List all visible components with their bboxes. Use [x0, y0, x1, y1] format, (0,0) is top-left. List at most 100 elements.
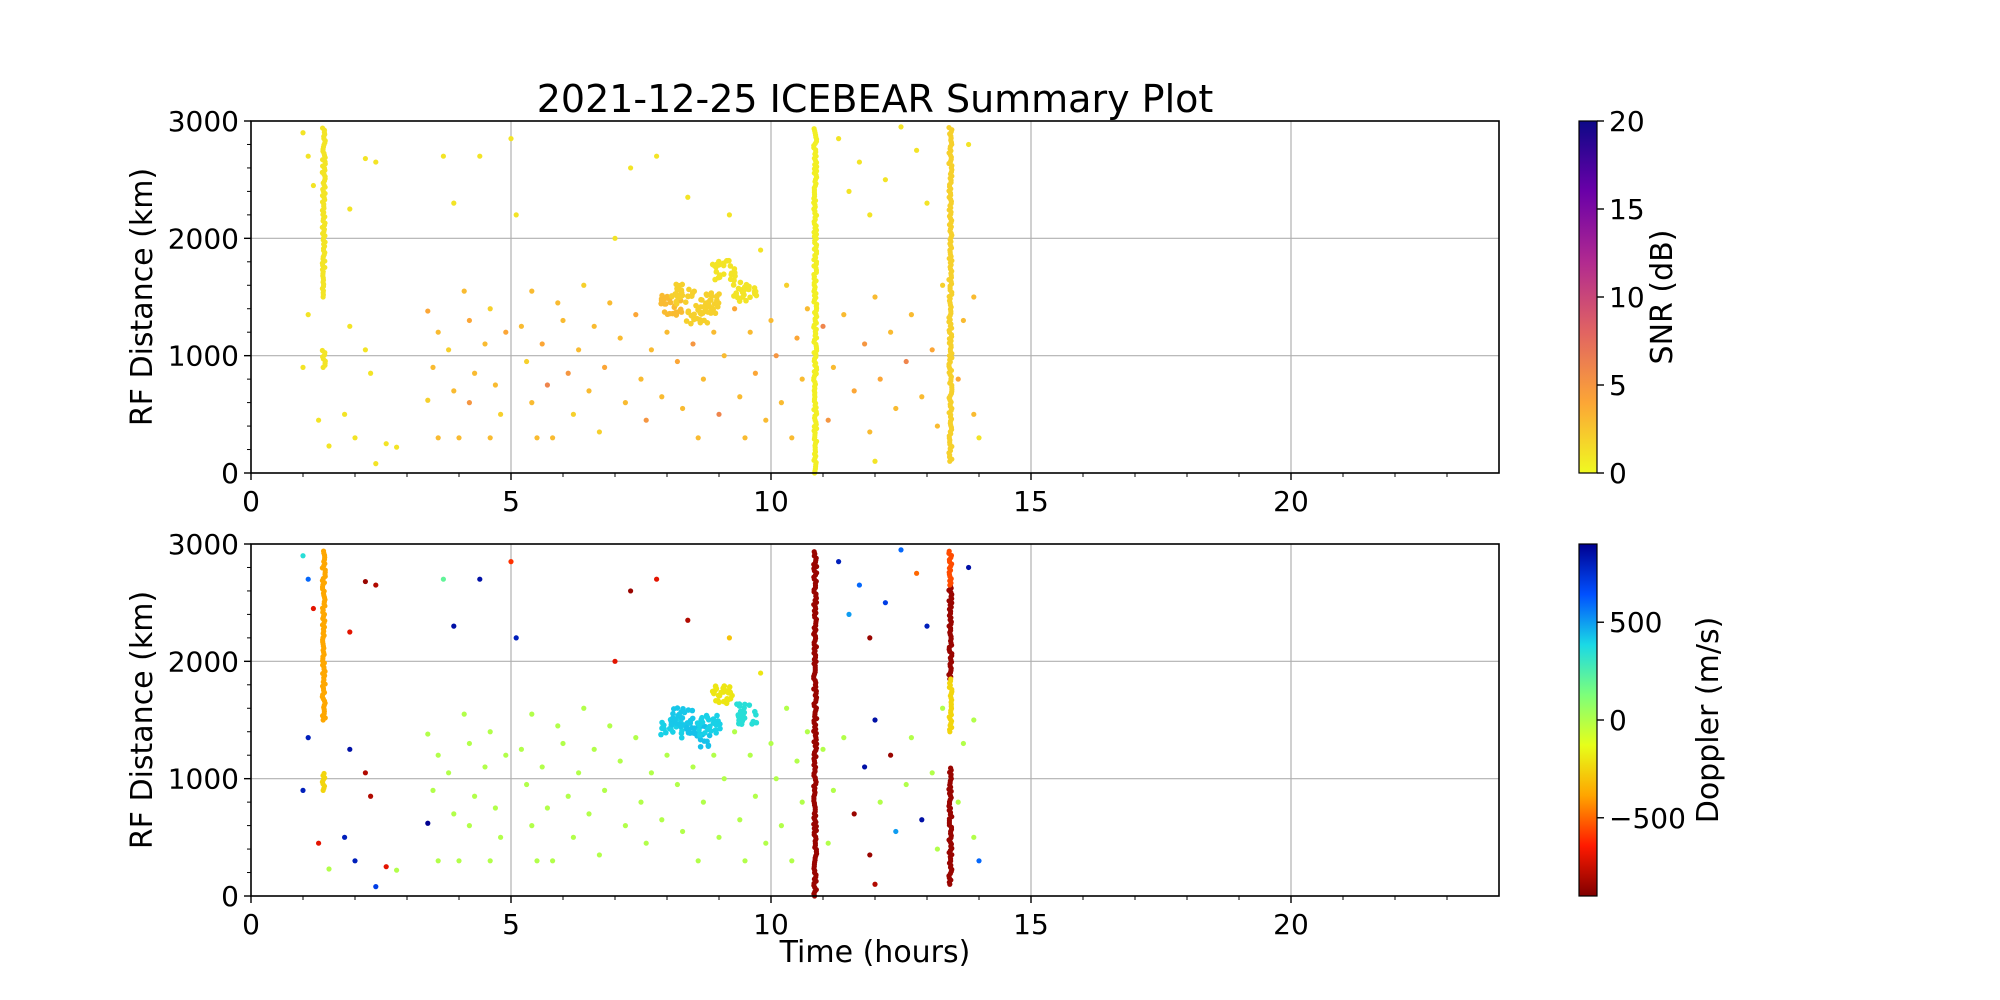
snr-point-5	[316, 417, 322, 423]
snr-point-63	[628, 165, 634, 171]
snr-point-7	[347, 206, 353, 212]
doppler-cluster-dot	[704, 714, 711, 721]
snr-point-97	[825, 417, 831, 423]
snr-cluster-dot	[728, 270, 735, 276]
doppler-point-100	[841, 735, 847, 741]
snr-point-28	[466, 317, 472, 324]
doppler-cluster-dot	[726, 684, 733, 690]
doppler-point-17	[394, 867, 400, 873]
snr-point-46	[539, 341, 545, 347]
doppler-point-105	[867, 635, 873, 641]
snr-point-45	[534, 435, 540, 441]
snr-ticks: 0 5 10 15 20 0 1000 2000 3000	[168, 105, 1448, 518]
snr-point-99	[836, 136, 842, 142]
doppler-band-dot	[948, 676, 954, 682]
snr-point-113	[898, 124, 904, 130]
snr-point-89	[773, 353, 779, 359]
doppler-band-dot	[320, 548, 327, 554]
doppler-xtick-label-1: 5	[502, 908, 520, 941]
snr-point-62	[622, 400, 629, 406]
snr-cluster-dot	[658, 297, 665, 304]
doppler-cluster-dot	[678, 734, 685, 741]
doppler-cluster-dot	[749, 721, 755, 727]
doppler-point-68	[654, 576, 660, 582]
doppler-point-103	[856, 582, 863, 588]
doppler-point-84	[747, 752, 753, 758]
snr-band-dot	[319, 125, 326, 131]
doppler-point-94	[799, 799, 805, 805]
doppler-cluster-dot	[711, 690, 717, 697]
snr-point-47	[544, 382, 551, 388]
snr-colorbar-label: SNR (dB)	[1645, 230, 1680, 365]
snr-cluster-dot	[713, 264, 719, 270]
doppler-point-110	[882, 600, 889, 606]
doppler-cluster-dot	[734, 701, 740, 707]
snr-cluster-dot	[715, 258, 722, 265]
doppler-point-26	[440, 576, 446, 582]
doppler-point-61	[617, 758, 623, 764]
doppler-cluster-dot	[658, 731, 664, 738]
doppler-cluster-dot	[737, 711, 743, 717]
snr-point-34	[487, 306, 493, 312]
snr-point-127	[976, 435, 982, 441]
snr-point-64	[633, 312, 639, 318]
snr-point-77	[711, 329, 717, 335]
snr-point-75	[695, 435, 701, 441]
doppler-cluster-dot	[705, 743, 712, 749]
doppler-cluster-dot	[670, 706, 677, 712]
snr-colorbar: 0 5 10 15 20 SNR (dB)	[1578, 105, 1680, 490]
doppler-cluster-dot	[727, 689, 733, 695]
snr-xtick-label-0: 0	[242, 485, 260, 518]
doppler-cluster-dot	[736, 720, 742, 727]
doppler-point-8	[362, 578, 368, 585]
doppler-point-45	[534, 858, 540, 864]
snr-point-9	[373, 159, 379, 165]
snr-cluster-dot	[733, 291, 739, 298]
doppler-cluster-dot	[660, 722, 667, 729]
snr-point-114	[903, 358, 909, 365]
snr-cluster-1	[668, 281, 698, 307]
snr-point-17	[394, 444, 400, 450]
doppler-point-9	[373, 582, 379, 588]
doppler-point-113	[898, 547, 904, 553]
doppler-cluster-1	[668, 705, 696, 730]
doppler-cluster-dot	[726, 696, 733, 702]
snr-point-104	[862, 341, 868, 347]
doppler-cluster-4	[709, 683, 735, 707]
snr-point-44	[529, 400, 535, 406]
doppler-point-89	[773, 776, 779, 782]
snr-point-85	[752, 370, 759, 376]
snr-point-116	[914, 147, 920, 153]
snr-ytick-label-2: 2000	[168, 222, 239, 255]
snr-point-115	[908, 312, 915, 318]
snr-point-109	[877, 376, 883, 382]
snr-point-83	[742, 435, 748, 441]
doppler-point-31	[456, 858, 462, 864]
doppler-point-57	[596, 852, 603, 858]
snr-point-48	[550, 435, 556, 441]
doppler-point-82	[737, 817, 743, 823]
doppler-point-87	[763, 840, 769, 846]
snr-point-13	[342, 411, 348, 417]
snr-point-43	[529, 288, 535, 294]
snr-point-72	[680, 405, 686, 412]
doppler-point-43	[529, 711, 535, 717]
doppler-point-0	[300, 553, 306, 559]
snr-colorbar-ticks: 0 5 10 15 20	[1597, 105, 1645, 490]
snr-point-32	[477, 153, 483, 159]
snr-point-35	[492, 382, 498, 388]
snr-point-82	[737, 394, 743, 400]
doppler-point-119	[929, 770, 935, 776]
doppler-point-19	[435, 752, 441, 758]
snr-cluster-dot	[730, 282, 737, 288]
snr-point-2	[310, 182, 316, 189]
snr-point-33	[482, 341, 488, 347]
doppler-point-127	[976, 858, 982, 864]
snr-point-14	[352, 435, 358, 441]
doppler-point-102	[851, 811, 857, 817]
snr-point-60	[612, 235, 618, 241]
snr-cluster-dot	[706, 302, 712, 308]
doppler-cluster-dot	[679, 715, 686, 721]
doppler-cluster-dot	[670, 710, 676, 717]
snr-point-8	[362, 155, 368, 162]
